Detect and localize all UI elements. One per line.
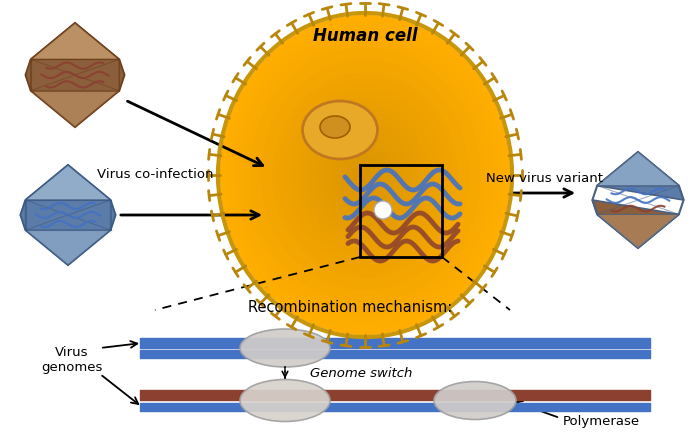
Ellipse shape [220, 15, 510, 335]
Ellipse shape [348, 156, 382, 194]
Ellipse shape [307, 111, 423, 239]
Ellipse shape [284, 85, 446, 265]
Ellipse shape [302, 101, 377, 159]
Polygon shape [31, 91, 119, 127]
Ellipse shape [342, 149, 388, 201]
Ellipse shape [320, 116, 350, 138]
Ellipse shape [278, 79, 452, 271]
Text: Recombination mechanism:: Recombination mechanism: [248, 301, 452, 316]
Text: New virus variant: New virus variant [486, 171, 603, 184]
Ellipse shape [313, 118, 417, 232]
Polygon shape [597, 214, 679, 248]
Ellipse shape [260, 60, 470, 290]
Ellipse shape [272, 72, 458, 278]
Polygon shape [597, 152, 684, 200]
Text: Virus
genomes: Virus genomes [41, 346, 103, 374]
Ellipse shape [249, 47, 481, 303]
Ellipse shape [290, 92, 440, 258]
Polygon shape [119, 59, 125, 91]
Polygon shape [20, 200, 25, 230]
Ellipse shape [237, 34, 493, 316]
Polygon shape [111, 200, 116, 230]
Ellipse shape [240, 380, 330, 422]
Polygon shape [20, 165, 116, 265]
Ellipse shape [330, 137, 400, 213]
Ellipse shape [324, 130, 405, 220]
Text: Virus co-infection: Virus co-infection [97, 168, 214, 182]
Ellipse shape [267, 66, 463, 284]
Polygon shape [25, 165, 111, 200]
Ellipse shape [226, 21, 504, 328]
Polygon shape [31, 23, 119, 59]
Polygon shape [597, 152, 679, 186]
Ellipse shape [336, 143, 394, 207]
Ellipse shape [434, 381, 516, 419]
Ellipse shape [295, 98, 435, 252]
Ellipse shape [240, 329, 330, 367]
Bar [360, 165, 442, 257]
Ellipse shape [359, 168, 371, 181]
Polygon shape [26, 59, 31, 91]
Circle shape [374, 201, 392, 219]
Text: Polymerase: Polymerase [563, 415, 640, 427]
Ellipse shape [318, 124, 412, 226]
Polygon shape [25, 230, 111, 265]
Ellipse shape [354, 162, 377, 188]
Polygon shape [26, 23, 125, 127]
Ellipse shape [301, 105, 429, 245]
Text: Human cell: Human cell [313, 27, 417, 45]
Text: Genome switch: Genome switch [310, 367, 412, 380]
Ellipse shape [220, 15, 510, 335]
Polygon shape [592, 200, 679, 248]
Ellipse shape [243, 41, 486, 309]
Ellipse shape [255, 53, 475, 297]
Ellipse shape [232, 28, 498, 322]
